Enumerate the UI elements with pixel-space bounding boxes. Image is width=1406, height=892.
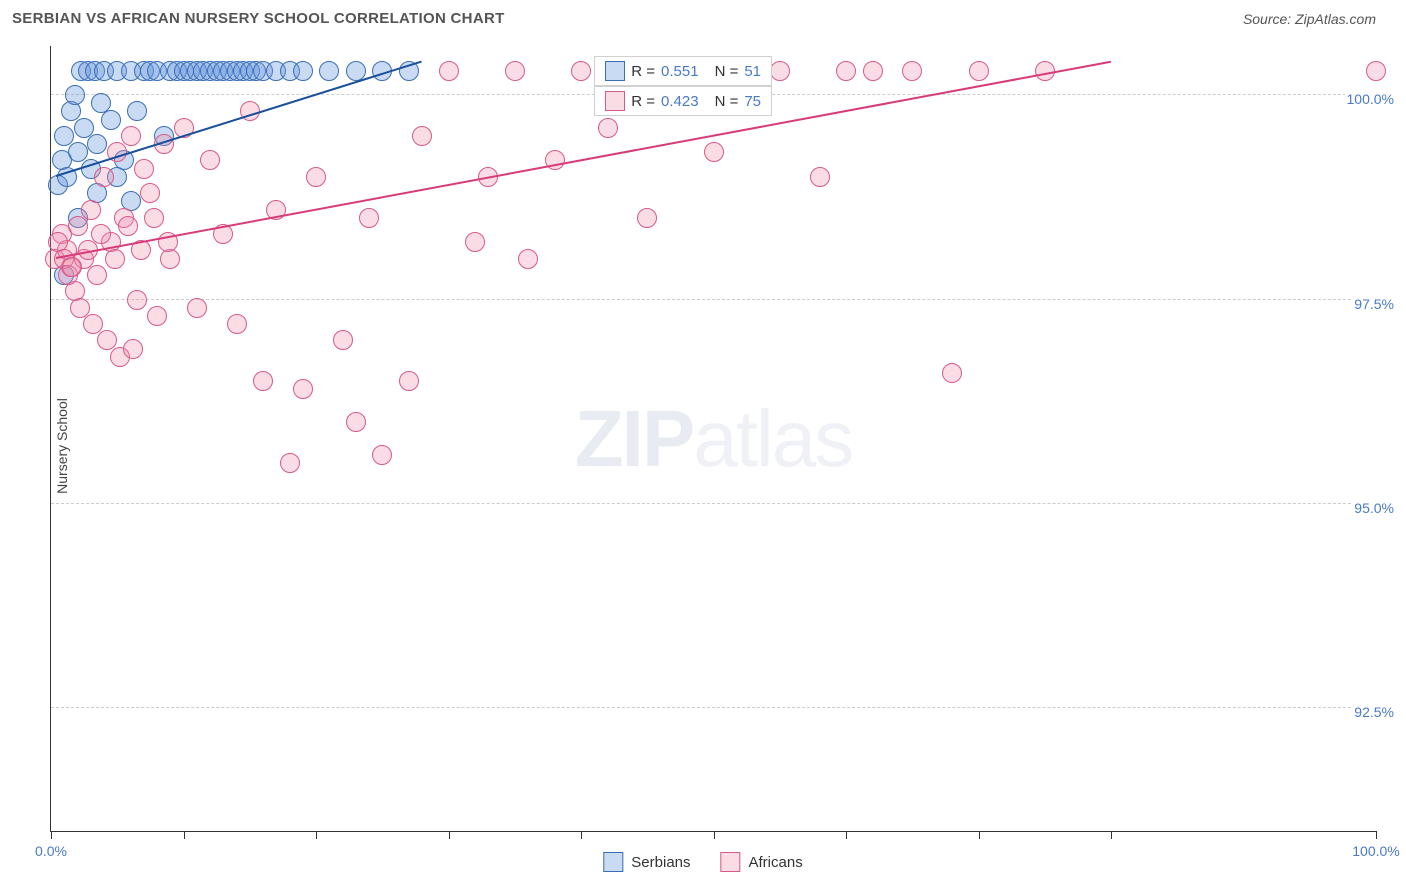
scatter-point — [333, 330, 353, 350]
legend-n-value: 51 — [744, 63, 761, 80]
scatter-point — [280, 453, 300, 473]
scatter-point — [571, 61, 591, 81]
x-tick — [846, 831, 847, 839]
watermark-bold: ZIP — [575, 394, 693, 483]
scatter-point — [87, 134, 107, 154]
legend-n-value: 75 — [744, 93, 761, 110]
scatter-point — [306, 167, 326, 187]
x-tick-label: 100.0% — [1352, 843, 1399, 859]
scatter-point — [505, 61, 525, 81]
legend-item-africans: Africans — [721, 852, 803, 872]
x-tick — [316, 831, 317, 839]
scatter-point — [372, 445, 392, 465]
scatter-point — [62, 257, 82, 277]
scatter-point — [969, 61, 989, 81]
gridline — [51, 299, 1396, 300]
scatter-point — [836, 61, 856, 81]
scatter-point — [123, 339, 143, 359]
scatter-point — [942, 363, 962, 383]
legend-n-prefix: N = — [715, 93, 739, 110]
legend-r-prefix: R = — [631, 63, 655, 80]
scatter-point — [346, 412, 366, 432]
legend-item-serbians: Serbians — [603, 852, 690, 872]
scatter-point — [770, 61, 790, 81]
y-tick-label: 97.5% — [1352, 296, 1396, 312]
scatter-point — [412, 126, 432, 146]
scatter-point — [293, 61, 313, 81]
scatter-point — [118, 216, 138, 236]
scatter-point — [127, 290, 147, 310]
x-tick — [581, 831, 582, 839]
legend-r-prefix: R = — [631, 93, 655, 110]
gridline — [51, 707, 1396, 708]
scatter-point — [147, 306, 167, 326]
x-tick — [1111, 831, 1112, 839]
x-tick — [449, 831, 450, 839]
x-tick — [979, 831, 980, 839]
legend-label-serbians: Serbians — [631, 854, 690, 871]
scatter-point — [87, 265, 107, 285]
scatter-point — [637, 208, 657, 228]
scatter-point — [902, 61, 922, 81]
x-tick — [51, 831, 52, 839]
scatter-point — [399, 371, 419, 391]
scatter-point — [439, 61, 459, 81]
y-tick-label: 100.0% — [1345, 91, 1396, 107]
scatter-point — [140, 183, 160, 203]
legend-swatch-serbians — [603, 852, 623, 872]
legend-swatch-icon — [605, 61, 625, 81]
scatter-point — [346, 61, 366, 81]
legend-swatch-icon — [605, 91, 625, 111]
scatter-point — [598, 118, 618, 138]
y-tick-label: 95.0% — [1352, 500, 1396, 516]
scatter-point — [91, 224, 111, 244]
scatter-point — [81, 200, 101, 220]
stat-legend-row: R = 0.551 N = 51 — [594, 56, 772, 86]
scatter-point — [105, 249, 125, 269]
x-tick-label: 0.0% — [35, 843, 67, 859]
stat-legend-row: R = 0.423 N = 75 — [594, 86, 772, 116]
legend-r-value: 0.551 — [661, 63, 699, 80]
scatter-point — [227, 314, 247, 334]
legend-swatch-africans — [721, 852, 741, 872]
scatter-point — [293, 379, 313, 399]
scatter-point — [121, 126, 141, 146]
watermark: ZIPatlas — [575, 393, 852, 485]
scatter-point — [101, 110, 121, 130]
scatter-point — [65, 85, 85, 105]
y-tick-label: 92.5% — [1352, 704, 1396, 720]
scatter-point — [200, 150, 220, 170]
legend-r-value: 0.423 — [661, 93, 699, 110]
scatter-point — [187, 298, 207, 318]
scatter-point — [94, 167, 114, 187]
scatter-point — [465, 232, 485, 252]
legend-n-prefix: N = — [715, 63, 739, 80]
x-tick — [1376, 831, 1377, 839]
scatter-point — [68, 216, 88, 236]
scatter-point — [1366, 61, 1386, 81]
scatter-plot-area: ZIPatlas 100.0%97.5%95.0%92.5%0.0%100.0%… — [50, 46, 1376, 832]
scatter-point — [134, 159, 154, 179]
scatter-point — [319, 61, 339, 81]
source-label: Source: ZipAtlas.com — [1243, 11, 1376, 27]
scatter-point — [127, 101, 147, 121]
x-tick — [714, 831, 715, 839]
scatter-point — [518, 249, 538, 269]
scatter-point — [863, 61, 883, 81]
scatter-point — [144, 208, 164, 228]
scatter-point — [359, 208, 379, 228]
legend-label-africans: Africans — [749, 854, 803, 871]
bottom-legend: Serbians Africans — [603, 852, 802, 872]
chart-header: SERBIAN VS AFRICAN NURSERY SCHOOL CORREL… — [0, 0, 1406, 35]
scatter-point — [810, 167, 830, 187]
chart-title: SERBIAN VS AFRICAN NURSERY SCHOOL CORREL… — [12, 10, 505, 27]
watermark-light: atlas — [693, 394, 852, 483]
scatter-point — [253, 371, 273, 391]
scatter-point — [704, 142, 724, 162]
gridline — [51, 503, 1396, 504]
x-tick — [184, 831, 185, 839]
